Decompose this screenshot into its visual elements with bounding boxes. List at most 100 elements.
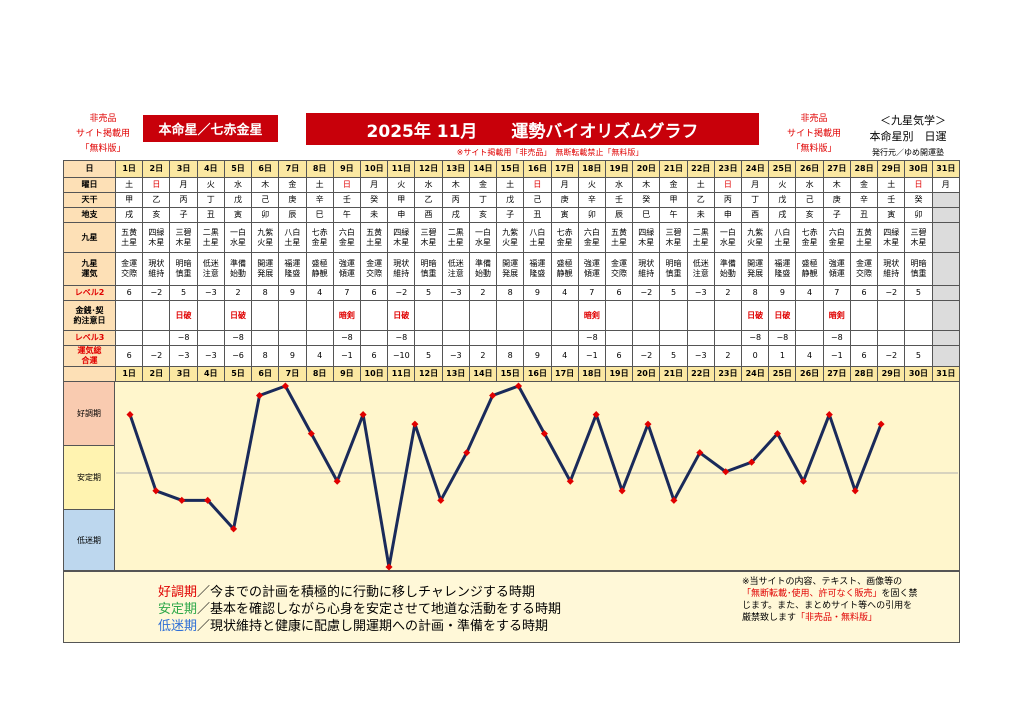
data-point-28: [825, 411, 833, 419]
legend-text: ／今までの計画を積極的に行動に移しチャレンジする時期: [197, 585, 535, 600]
days-cell: 20日: [632, 160, 661, 178]
unsei-cell: 明暗 慎重: [659, 252, 688, 286]
unsei-cell: 強運 傾運: [822, 252, 851, 286]
data-point-26: [773, 430, 782, 438]
kyusei-cell: 五黄 土星: [849, 222, 879, 253]
kyusei-cell: 四緑 木星: [142, 222, 171, 253]
row-day: 日 1日 2日 3日 4日 5日 6日 7日 8日 9日 10日 11日 12日 13日 14日 15日 16日…: [63, 160, 961, 178]
days-cell: 11日: [387, 366, 416, 382]
kinsen-cell: [114, 300, 144, 331]
row-label: 九星 運気: [63, 252, 116, 286]
data-point-19: [592, 411, 600, 419]
days-cell: 31日: [931, 160, 961, 178]
days-cell: 17日: [550, 160, 579, 178]
data-point-18: [566, 477, 574, 485]
legend-low: 低迷期／現状維持と健康に配慮し開運期への計画・準備をする時期: [158, 618, 561, 635]
kyusei-cell: 四緑 木星: [387, 222, 416, 253]
unsei-cell: 盛極 静観: [795, 252, 824, 286]
kyusei-cell: 二黒 土星: [196, 222, 225, 253]
days-cell: 12日: [414, 160, 443, 178]
zone-stable: 安定期: [63, 445, 115, 510]
zone-low-label: 低迷期: [77, 535, 101, 545]
kyusei-cell: 九紫 火星: [496, 222, 525, 253]
kyusei-cell: 七赤 金星: [550, 222, 579, 253]
data-point-27: [799, 477, 807, 485]
data-point-13: [437, 496, 445, 504]
row-label: 金銭･契 約注意日: [63, 300, 116, 331]
legend-good: 好調期／今までの計画を積極的に行動に移しチャレンジする時期: [158, 584, 561, 601]
data-point-22: [670, 496, 678, 504]
days-cell: 8日: [305, 366, 334, 382]
days-cell: 27日: [822, 160, 851, 178]
row-level2: レベル2 6 −2 5 −3 2 8 9 4 7 6 −2 5 −3 2 8 9 4 7 6 −2 5 −3 2 8 9 4 7 6 −2…: [63, 285, 961, 301]
chishi-cell: [931, 207, 961, 223]
days-cell: 11日: [387, 160, 416, 178]
days-cell: 13日: [441, 366, 470, 382]
notice-rest: を固く禁: [881, 589, 918, 599]
data-point-21: [644, 420, 652, 428]
kinsen-cell: [278, 300, 307, 331]
row-label: 天干: [63, 192, 116, 208]
right-note-line: 「無料版」: [791, 144, 837, 154]
kyusei-cell: [931, 222, 961, 253]
days-cell: 30日: [904, 366, 933, 382]
days-cell: 5日: [223, 160, 253, 178]
unsei-cell: 強運 傾運: [332, 252, 361, 286]
days-cell: 15日: [496, 160, 525, 178]
sub-notice: ※サイト掲載用「非売品」 無断転載禁止「無料版」: [456, 148, 644, 157]
data-point-15: [489, 391, 497, 400]
chart-frame: [63, 381, 960, 571]
days-cell: 9日: [332, 366, 361, 382]
data-point-3: [178, 496, 186, 504]
notice-line: 厳禁致します「非売品・無料版」: [742, 612, 956, 624]
data-point-6: [255, 391, 264, 400]
kyusei-cell: 八白 土星: [278, 222, 307, 253]
legend-term: 低迷期: [158, 619, 198, 634]
days-cell: 20日: [632, 366, 661, 382]
kinsen-cell: [305, 300, 334, 331]
level2-cell: [931, 285, 961, 301]
legend: 好調期／今までの計画を積極的に行動に移しチャレンジする時期 安定期／基本を確認し…: [158, 584, 561, 635]
right-note: 非売品 サイト掲載用 「無料版」: [776, 112, 852, 157]
days-cell: 24日: [741, 366, 770, 382]
left-note-line: サイト掲載用: [75, 129, 130, 139]
days-cell: 9日: [332, 160, 361, 178]
unsei-cell: 明暗 慎重: [169, 252, 198, 286]
right-note-line: サイト掲載用: [786, 129, 841, 139]
notice-red: 「無断転載･使用、許可なく販売」: [742, 589, 882, 599]
data-point-16: [514, 382, 523, 390]
kinsen-cell: [931, 300, 961, 331]
notice-red: 「非売品・無料版」: [796, 613, 878, 623]
legend-term: 好調期: [158, 585, 198, 600]
data-point-23: [696, 449, 704, 457]
row-label: 九星: [63, 222, 116, 253]
days-cell: 21日: [659, 366, 688, 382]
data-point-8: [307, 430, 315, 438]
days-cell: 4日: [196, 366, 225, 382]
unsei-cell: 低迷 注意: [196, 252, 225, 286]
row-kyusei: 九星 五黄 土星 四緑 木星 三碧 木星 二黒 土星 一白 水星 九紫 火星 八白 土星 七赤 金星 六白 金星 五黄…: [63, 222, 961, 253]
days-cell: 2日: [142, 160, 171, 178]
level3-cell: [931, 330, 961, 346]
unsei-cell: [931, 252, 961, 286]
unsei-cell: 明暗 慎重: [904, 252, 933, 286]
zone-good-label: 好調期: [77, 409, 101, 418]
brand-title: ＜九星気学＞: [880, 114, 946, 127]
kyusei-cell: 六白 金星: [822, 222, 851, 253]
kinsen-cell: [686, 300, 715, 331]
data-point-2: [152, 487, 160, 495]
notice-line: ※当サイトの内容、テキスト、画像等の: [742, 577, 903, 587]
data-point-10: [359, 411, 367, 419]
days-cell: 17日: [550, 366, 579, 382]
kinsen-cell: 日破: [223, 300, 253, 331]
row-unsei: 九星 運気 金運 交際 現状 維持 明暗 慎重 低迷 注意 準備 始動 開運 発展 福運 隆盛 盛極 静観 強運 傾運…: [63, 252, 961, 286]
left-note-line: 「無料版」: [80, 144, 126, 154]
days-cell: 16日: [523, 160, 552, 178]
notice-black: 厳禁致します: [742, 613, 797, 623]
unsei-cell: 福運 隆盛: [523, 252, 552, 286]
unsei-cell: 盛極 静観: [305, 252, 334, 286]
days-cell: 25日: [768, 366, 797, 382]
kyusei-cell: 二黒 土星: [441, 222, 470, 253]
row-chishi: 地支戌亥子丑寅卯辰巳午未申酉戌亥子丑寅卯辰巳午未申酉戌亥子丑寅卯: [63, 207, 961, 223]
row-tenkan: 天干甲乙丙丁戊己庚辛壬癸甲乙丙丁戊己庚辛壬癸甲乙丙丁戊己庚辛壬癸: [63, 192, 961, 208]
